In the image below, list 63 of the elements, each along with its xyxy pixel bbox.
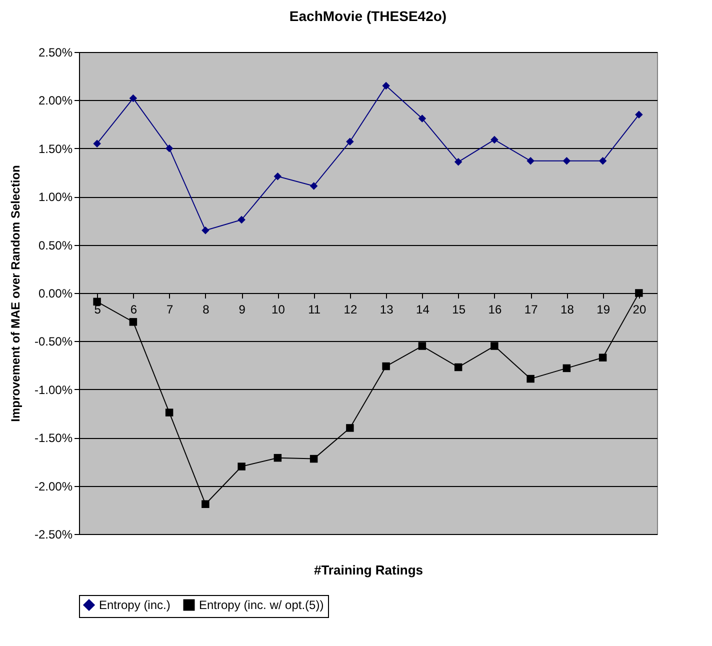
chart-title: EachMovie (THESE42o) — [289, 8, 447, 24]
point — [490, 342, 498, 350]
point — [274, 454, 282, 462]
legend-label: Entropy (inc.) — [99, 598, 170, 612]
point — [274, 172, 282, 180]
point — [165, 144, 174, 152]
y-tick-label: 0.00% — [38, 286, 73, 300]
x-tick-label: 12 — [344, 302, 358, 316]
y-tick-label: 1.00% — [38, 190, 73, 204]
point — [635, 110, 643, 119]
point — [165, 408, 174, 416]
point — [418, 342, 426, 350]
point — [238, 216, 246, 224]
x-tick-label: 16 — [488, 302, 502, 316]
point — [382, 362, 390, 370]
point — [129, 94, 138, 102]
point — [562, 157, 571, 165]
point — [418, 114, 426, 122]
x-tick-label: 20 — [632, 302, 646, 316]
y-tick-label: 2.00% — [38, 94, 73, 108]
point — [490, 136, 498, 144]
x-tick-label: 13 — [380, 302, 394, 316]
y-tick-label: -1.00% — [34, 382, 73, 397]
y-axis-title: Improvement of MAE over Random Selection — [8, 165, 22, 422]
y-tick-label: 2.50% — [38, 46, 73, 60]
y-tick-label: 1.50% — [38, 142, 73, 156]
point — [346, 424, 354, 432]
point — [202, 500, 210, 508]
x-tick-label: 6 — [130, 302, 138, 316]
y-tick-label: -0.50% — [34, 334, 73, 349]
point — [310, 454, 318, 463]
x-tick-label: 9 — [238, 302, 246, 316]
x-axis-title: #Training Ratings — [314, 562, 424, 578]
point — [526, 374, 534, 383]
x-tick-label: 7 — [166, 302, 174, 316]
point — [598, 157, 607, 165]
point — [454, 363, 462, 372]
point — [382, 82, 390, 90]
point — [562, 364, 571, 372]
y-tick-label: 0.50% — [38, 238, 73, 252]
point — [598, 354, 607, 362]
x-tick-label: 8 — [202, 302, 210, 316]
x-tick-label: 11 — [308, 302, 321, 316]
point — [346, 138, 354, 146]
y-tick-label: -2.00% — [34, 479, 73, 494]
point — [238, 462, 246, 470]
point — [526, 157, 534, 165]
y-tick-label: -2.50% — [34, 528, 73, 542]
point — [202, 226, 210, 234]
x-tick-label: 5 — [94, 302, 102, 316]
point — [93, 298, 101, 306]
x-tick-label: 19 — [596, 302, 610, 316]
x-tick-label: 17 — [524, 302, 538, 316]
point — [310, 182, 318, 190]
x-tick-label: 10 — [272, 302, 286, 316]
legend-label: Entropy (inc. w/ opt.(5)) — [199, 598, 324, 612]
point — [454, 158, 462, 166]
point — [93, 140, 101, 148]
point — [129, 318, 138, 326]
y-tick-label: -1.50% — [34, 431, 73, 446]
x-tick-label: 18 — [560, 302, 574, 316]
x-tick-label: 15 — [452, 302, 466, 316]
x-tick-label: 14 — [416, 302, 430, 316]
